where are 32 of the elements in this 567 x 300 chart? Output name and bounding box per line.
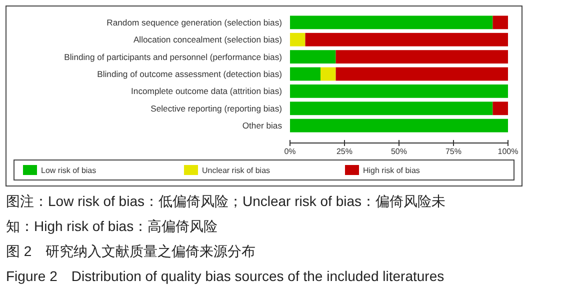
y-tick-label: Blinding of participants and personnel (performance bias) <box>64 52 282 62</box>
bar <box>290 118 508 132</box>
bar <box>290 67 321 81</box>
x-tick-label: 75% <box>445 147 462 156</box>
x-tick-label: 100% <box>498 147 518 156</box>
bar <box>290 32 306 46</box>
text: 知：High risk of bias：高偏倚风险 <box>6 218 218 234</box>
text: 图注：Low risk of bias：低偏倚风险；Unclear risk of bias：偏倚风险未 <box>6 193 446 209</box>
y-tick-label: Random sequence generation (selection bias) <box>106 17 282 28</box>
bar <box>320 67 336 81</box>
x-tick-label: 25% <box>336 147 353 156</box>
bar <box>305 32 508 46</box>
bar <box>492 16 508 30</box>
y-tick-label: Incomplete outcome data (attrition bias) <box>131 86 282 96</box>
legend-label: Low risk of bias <box>41 166 96 175</box>
bar <box>336 67 508 81</box>
y-tick-label: Other bias <box>242 120 282 131</box>
y-tick-label: Allocation concealment (selection bias) <box>133 34 282 45</box>
y-tick-label: Blinding of outcome assessment (detection bias) <box>97 69 282 80</box>
caption: Figure 2 Distribution of quality bias sources of the included literatures <box>6 268 444 284</box>
bar <box>290 84 508 98</box>
legend-label: High risk of bias <box>363 166 420 175</box>
bar <box>336 50 508 64</box>
bar <box>290 50 336 64</box>
x-tick-label: 50% <box>390 147 408 156</box>
y-tick-label: Selective reporting (reporting bias) <box>150 103 282 114</box>
bar <box>290 16 493 30</box>
bar <box>492 102 508 116</box>
legend-label: Unclear risk of bias <box>202 166 270 175</box>
x-tick-label: 0% <box>284 147 296 156</box>
caption: 图 2 研究纳入文献质量之偏倚来源分布 <box>6 243 256 259</box>
bar <box>290 102 493 116</box>
